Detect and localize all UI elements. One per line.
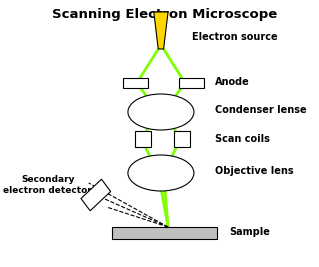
Text: Scanning Electron Microscope: Scanning Electron Microscope xyxy=(52,8,277,21)
Bar xyxy=(174,131,190,147)
Text: Anode: Anode xyxy=(215,77,250,87)
Ellipse shape xyxy=(128,155,194,191)
Bar xyxy=(179,78,204,88)
Polygon shape xyxy=(154,12,168,49)
Text: Condenser lense: Condenser lense xyxy=(215,105,307,115)
Text: Scan coils: Scan coils xyxy=(215,134,270,144)
Text: Sample: Sample xyxy=(230,227,271,237)
Text: Secondary
electron detector: Secondary electron detector xyxy=(3,175,92,195)
Bar xyxy=(112,227,217,239)
Bar xyxy=(122,78,148,88)
Bar xyxy=(135,131,151,147)
Polygon shape xyxy=(81,179,111,211)
Ellipse shape xyxy=(128,94,194,130)
Text: Objective lens: Objective lens xyxy=(215,166,294,176)
Text: Electron source: Electron source xyxy=(192,32,278,42)
